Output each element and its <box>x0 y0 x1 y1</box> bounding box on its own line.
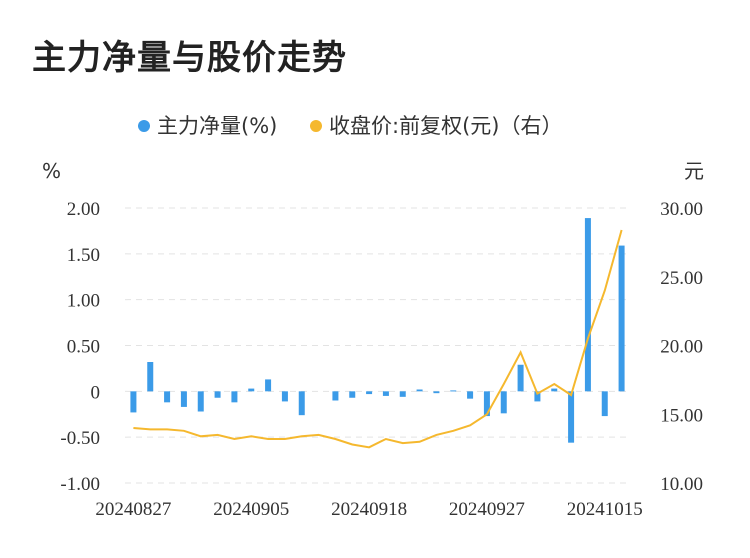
left-axis-unit: % <box>42 159 61 183</box>
right-axis-unit: 元 <box>684 159 704 183</box>
right-tick-label: 15.00 <box>660 405 703 426</box>
gridlines <box>125 207 630 484</box>
right-tick-label: 20.00 <box>660 337 703 358</box>
left-tick-label: 1.50 <box>67 245 100 266</box>
bar <box>416 389 423 392</box>
bar <box>534 391 541 402</box>
x-tick-label: 20240918 <box>331 499 407 520</box>
left-tick-label: 1.00 <box>67 291 100 312</box>
legend-line-label: 收盘价:前复权(元)（右） <box>329 114 562 138</box>
legend-line-swatch <box>310 120 322 132</box>
bar <box>483 391 490 417</box>
bar <box>366 391 373 395</box>
bar <box>130 391 137 413</box>
chart-title: 主力净量与股价走势 <box>32 38 347 78</box>
bar <box>467 391 474 399</box>
bar <box>298 391 305 416</box>
right-tick-label: 10.00 <box>660 474 703 495</box>
bar <box>281 391 288 402</box>
legend-bar-swatch <box>138 120 150 132</box>
price-line <box>133 229 623 449</box>
bar <box>568 391 575 443</box>
bar <box>433 391 440 394</box>
left-axis-ticks: -1.00 -0.50 0 0.50 1.00 1.50 2.00 <box>60 199 100 495</box>
x-tick-label: 20241015 <box>567 499 643 520</box>
bar <box>618 245 625 392</box>
bar <box>399 391 406 397</box>
bar <box>517 364 524 392</box>
legend-bar-label: 主力净量(%) <box>157 114 277 138</box>
x-tick-label: 20240905 <box>213 499 289 520</box>
legend: 主力净量(%) 收盘价:前复权(元)（右） <box>138 114 562 138</box>
x-axis-ticks: 20240827 20240905 20240918 20240927 20241015 <box>95 499 642 520</box>
bar <box>231 391 238 403</box>
line-series <box>133 229 623 449</box>
bar <box>601 391 608 417</box>
left-tick-label: -1.00 <box>60 474 100 495</box>
bar <box>164 391 171 403</box>
left-tick-label: 0 <box>91 382 101 403</box>
bar <box>551 388 558 392</box>
bar <box>214 391 221 398</box>
bar <box>382 391 389 396</box>
bar <box>197 391 204 412</box>
bar <box>248 388 255 392</box>
bar <box>349 391 356 398</box>
right-tick-label: 25.00 <box>660 268 703 289</box>
bar-series <box>130 218 625 443</box>
left-tick-label: -0.50 <box>60 428 100 449</box>
bar <box>500 391 507 414</box>
x-tick-label: 20240927 <box>449 499 525 520</box>
bar <box>450 390 457 392</box>
bar <box>584 218 591 392</box>
x-tick-label: 20240827 <box>95 499 171 520</box>
bar <box>147 362 154 392</box>
left-tick-label: 2.00 <box>67 199 100 220</box>
bar <box>180 391 187 407</box>
right-axis-ticks: 10.00 15.00 20.00 25.00 30.00 <box>660 199 703 495</box>
bar <box>332 391 339 401</box>
bar <box>265 379 272 392</box>
left-tick-label: 0.50 <box>67 337 100 358</box>
right-tick-label: 30.00 <box>660 199 703 220</box>
